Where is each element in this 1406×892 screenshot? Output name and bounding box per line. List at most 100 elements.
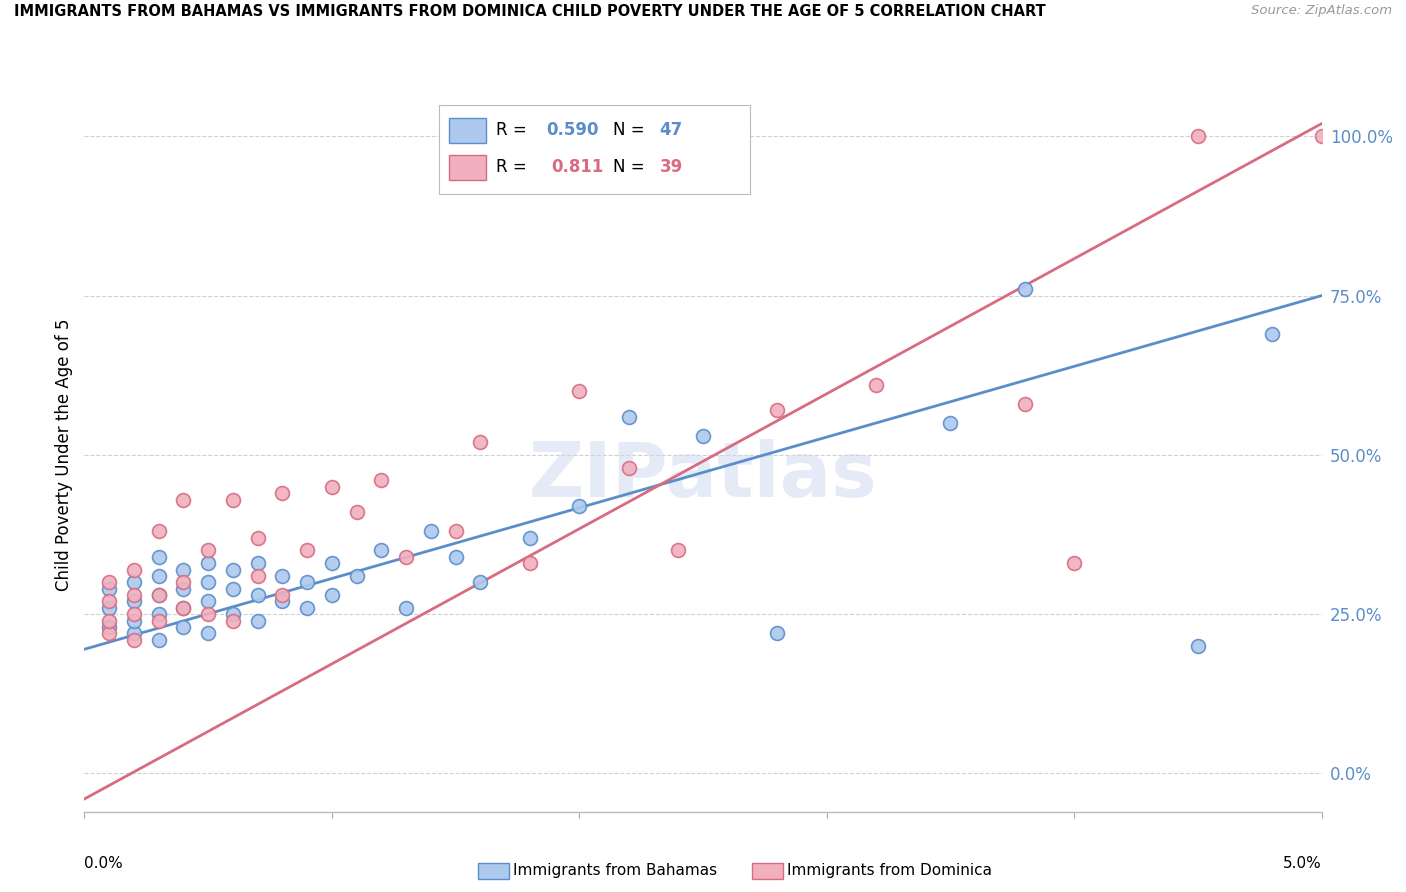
- Point: [1187, 129, 1209, 144]
- Point: [197, 594, 219, 608]
- Point: [271, 594, 294, 608]
- Point: [1014, 282, 1036, 296]
- Point: [172, 563, 194, 577]
- Point: [98, 594, 121, 608]
- FancyBboxPatch shape: [450, 118, 486, 143]
- Point: [246, 531, 269, 545]
- Text: Immigrants from Dominica: Immigrants from Dominica: [787, 863, 993, 878]
- Point: [98, 614, 121, 628]
- Point: [295, 543, 318, 558]
- Point: [419, 524, 441, 539]
- Point: [98, 600, 121, 615]
- Point: [122, 626, 145, 640]
- Text: R =: R =: [496, 159, 537, 177]
- Point: [98, 626, 121, 640]
- Point: [370, 474, 392, 488]
- Point: [122, 575, 145, 590]
- Point: [470, 575, 492, 590]
- FancyBboxPatch shape: [450, 155, 486, 180]
- Point: [122, 632, 145, 647]
- Point: [122, 614, 145, 628]
- Point: [519, 556, 541, 570]
- Text: Source: ZipAtlas.com: Source: ZipAtlas.com: [1251, 4, 1392, 18]
- Point: [470, 435, 492, 450]
- Point: [122, 588, 145, 602]
- Text: 0.590: 0.590: [546, 121, 599, 139]
- Point: [395, 549, 418, 564]
- Point: [172, 492, 194, 507]
- Point: [197, 626, 219, 640]
- Point: [346, 505, 368, 519]
- Point: [1310, 129, 1333, 144]
- Point: [172, 620, 194, 634]
- Point: [122, 563, 145, 577]
- Point: [766, 626, 789, 640]
- Point: [197, 607, 219, 622]
- Point: [246, 556, 269, 570]
- Point: [444, 549, 467, 564]
- FancyBboxPatch shape: [440, 105, 749, 194]
- Text: R =: R =: [496, 121, 533, 139]
- Point: [617, 409, 640, 424]
- Point: [148, 549, 170, 564]
- Point: [321, 588, 343, 602]
- Point: [197, 543, 219, 558]
- Point: [617, 460, 640, 475]
- Text: Immigrants from Bahamas: Immigrants from Bahamas: [513, 863, 717, 878]
- Point: [666, 543, 689, 558]
- Point: [122, 594, 145, 608]
- Point: [222, 582, 245, 596]
- Point: [568, 384, 591, 399]
- Point: [271, 588, 294, 602]
- Point: [197, 556, 219, 570]
- Point: [222, 607, 245, 622]
- Point: [98, 620, 121, 634]
- Point: [148, 524, 170, 539]
- Point: [295, 600, 318, 615]
- Point: [271, 569, 294, 583]
- Point: [148, 607, 170, 622]
- Point: [98, 575, 121, 590]
- Point: [321, 480, 343, 494]
- Point: [1261, 326, 1284, 341]
- Point: [519, 531, 541, 545]
- Point: [172, 575, 194, 590]
- Text: N =: N =: [613, 159, 650, 177]
- Point: [766, 403, 789, 417]
- Text: 0.811: 0.811: [551, 159, 603, 177]
- Point: [197, 575, 219, 590]
- Point: [222, 563, 245, 577]
- Point: [148, 632, 170, 647]
- Point: [568, 499, 591, 513]
- Point: [321, 556, 343, 570]
- Point: [246, 588, 269, 602]
- Point: [246, 614, 269, 628]
- Text: 5.0%: 5.0%: [1282, 856, 1322, 871]
- Point: [865, 377, 887, 392]
- Point: [222, 614, 245, 628]
- Point: [148, 569, 170, 583]
- Point: [122, 607, 145, 622]
- Point: [148, 588, 170, 602]
- Point: [346, 569, 368, 583]
- Point: [444, 524, 467, 539]
- Text: 47: 47: [659, 121, 683, 139]
- Text: 0.0%: 0.0%: [84, 856, 124, 871]
- Point: [939, 416, 962, 430]
- Point: [172, 582, 194, 596]
- Point: [222, 492, 245, 507]
- Point: [172, 600, 194, 615]
- Point: [1014, 397, 1036, 411]
- Point: [1187, 639, 1209, 653]
- Point: [395, 600, 418, 615]
- Point: [692, 429, 714, 443]
- Text: N =: N =: [613, 121, 650, 139]
- Point: [148, 614, 170, 628]
- Point: [172, 600, 194, 615]
- Y-axis label: Child Poverty Under the Age of 5: Child Poverty Under the Age of 5: [55, 318, 73, 591]
- Point: [98, 582, 121, 596]
- Text: 39: 39: [659, 159, 683, 177]
- Point: [246, 569, 269, 583]
- Point: [1063, 556, 1085, 570]
- Text: IMMIGRANTS FROM BAHAMAS VS IMMIGRANTS FROM DOMINICA CHILD POVERTY UNDER THE AGE : IMMIGRANTS FROM BAHAMAS VS IMMIGRANTS FR…: [14, 4, 1046, 20]
